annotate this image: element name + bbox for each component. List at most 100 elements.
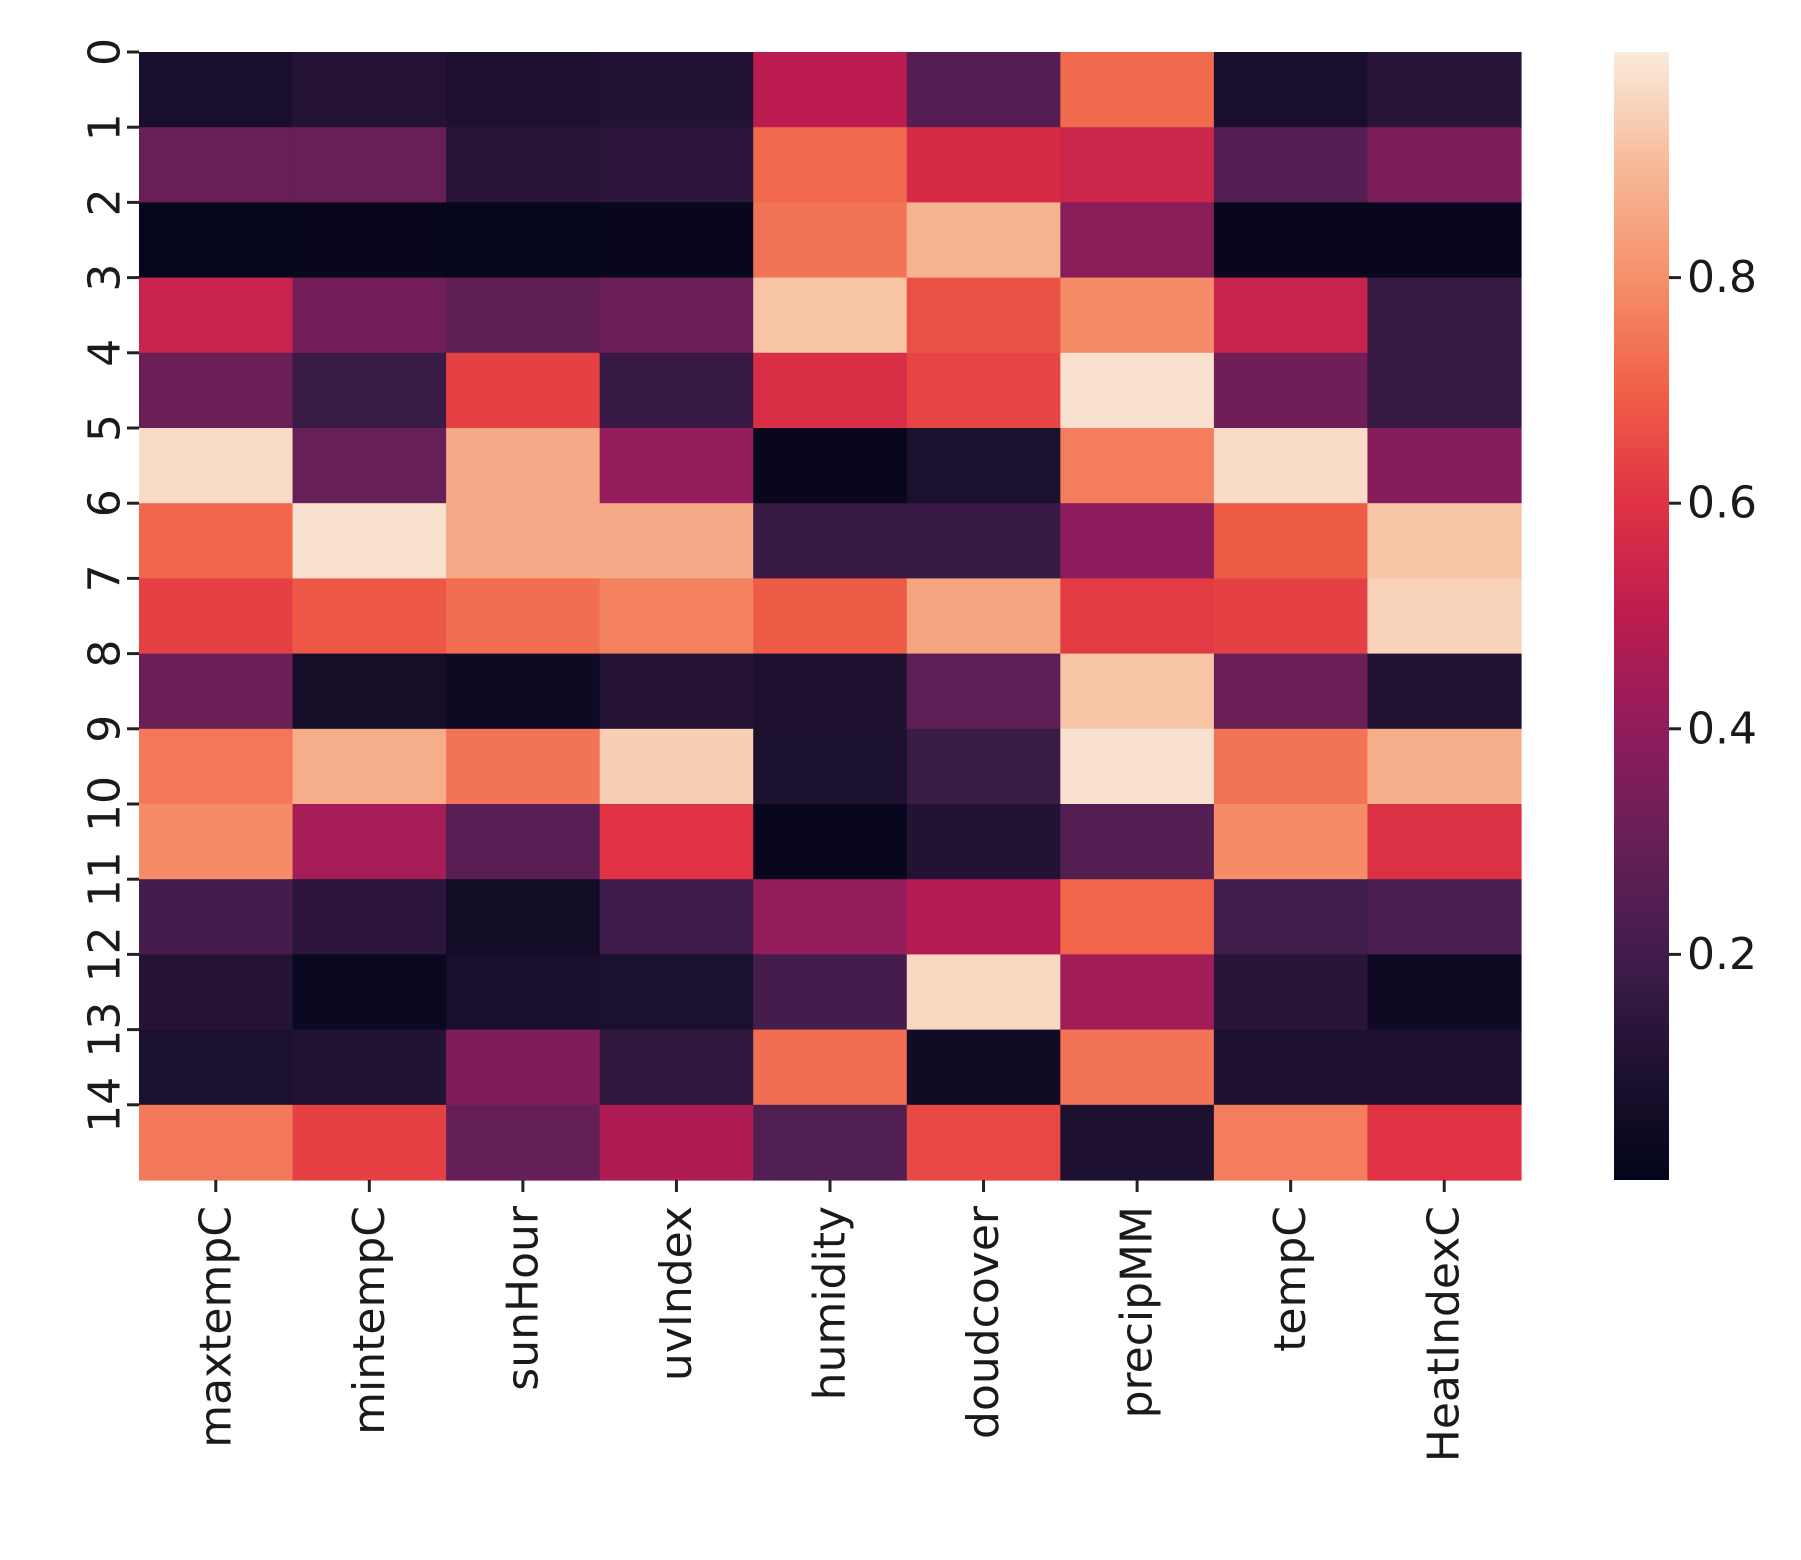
heatmap-cell: [292, 653, 447, 730]
heatmap-cell: [599, 428, 754, 504]
heatmap-cell: [292, 1029, 447, 1106]
heatmap-cell: [1367, 1104, 1522, 1181]
heatmap-cell: [906, 428, 1061, 504]
heatmap-cell: [292, 804, 447, 880]
heatmap-cell: [753, 503, 908, 579]
heatmap-cell: [1060, 954, 1215, 1031]
colorbar-tick-label: 0.8: [1687, 252, 1757, 303]
heatmap-cell: [753, 578, 908, 655]
heatmap-cell: [292, 1104, 447, 1181]
x-tick-label: precipMM: [1112, 1206, 1163, 1418]
heatmap-cell: [906, 804, 1061, 880]
heatmap-cell: [1367, 578, 1522, 655]
heatmap-cell: [906, 954, 1061, 1031]
heatmap-cell: [139, 202, 294, 279]
heatmap-cell: [1213, 1104, 1369, 1181]
heatmap-cell: [1367, 52, 1522, 128]
y-tick-label: 12: [80, 926, 131, 982]
heatmap-cell: [139, 1104, 294, 1181]
heatmap-cell: [599, 804, 754, 880]
heatmap-cell: [1060, 428, 1215, 504]
heatmap-cell: [599, 202, 754, 279]
heatmap-cell: [753, 277, 908, 354]
heatmap-cell: [599, 1104, 754, 1181]
x-tick-label: HeatIndexC: [1419, 1206, 1470, 1462]
heatmap-cell: [1213, 503, 1369, 579]
colorbar-ticks: 0.2 0.4 0.6 0.8: [1669, 252, 1757, 980]
heatmap-cell: [599, 277, 754, 354]
heatmap-cell: [139, 653, 294, 730]
x-tick-label: maxtempC: [190, 1206, 241, 1448]
heatmap-cell: [599, 127, 754, 203]
heatmap-cell: [753, 52, 908, 128]
heatmap-cell: [446, 503, 601, 579]
heatmap-cell: [753, 1029, 908, 1106]
y-tick-label: 0: [80, 38, 131, 66]
heatmap-cell: [753, 428, 908, 504]
heatmap-cell: [446, 1029, 601, 1106]
heatmap-cell: [292, 428, 447, 504]
heatmap-cell: [292, 503, 447, 579]
heatmap-cell: [139, 352, 294, 429]
colorbar-tick-label: 0.2: [1687, 929, 1757, 980]
y-tick-label: 4: [80, 339, 131, 367]
heatmap-cell: [599, 653, 754, 730]
y-tick-label: 9: [80, 715, 131, 743]
heatmap-cell: [446, 954, 601, 1031]
heatmap-cell: [1367, 352, 1522, 429]
heatmap-cell: [599, 1029, 754, 1106]
heatmap-cell: [906, 503, 1061, 579]
heatmap-cell: [1060, 653, 1215, 730]
heatmap-cell: [599, 352, 754, 429]
heatmap-cell: [292, 52, 447, 128]
heatmap-cell: [753, 804, 908, 880]
heatmap-cell: [292, 352, 447, 429]
heatmap-cell: [1060, 879, 1215, 955]
heatmap-cell: [1367, 879, 1522, 955]
heatmap-cell: [1060, 52, 1215, 128]
y-tick-label: 13: [80, 1002, 131, 1058]
heatmap-cell: [1213, 879, 1369, 955]
heatmap-cell: [1060, 804, 1215, 880]
heatmap-cell: [1367, 127, 1522, 203]
heatmap-cell: [1367, 954, 1522, 1031]
heatmap-cell: [1060, 578, 1215, 655]
heatmap-cell: [906, 578, 1061, 655]
colorbar-gradient: [1614, 52, 1669, 1180]
heatmap-cell: [1367, 202, 1522, 279]
heatmap-cell: [753, 352, 908, 429]
heatmap-cell: [1367, 503, 1522, 579]
x-tick-label: sunHour: [497, 1205, 548, 1391]
heatmap-cells: [139, 52, 1522, 1181]
heatmap-cell: [1367, 804, 1522, 880]
y-tick-label: 2: [80, 188, 131, 216]
heatmap-cell: [1213, 127, 1369, 203]
y-tick-label: 1: [80, 113, 131, 141]
heatmap-cell: [1213, 277, 1369, 354]
heatmap-cell: [753, 954, 908, 1031]
heatmap-cell: [292, 127, 447, 203]
heatmap-cell: [139, 578, 294, 655]
y-tick-label: 11: [80, 851, 131, 907]
heatmap-cell: [1213, 578, 1369, 655]
heatmap-cell: [753, 127, 908, 203]
x-tick-label: humidity: [805, 1206, 856, 1400]
y-tick-label: 6: [80, 489, 131, 517]
heatmap-cell: [446, 428, 601, 504]
heatmap-cell: [1060, 127, 1215, 203]
heatmap-cell: [599, 52, 754, 128]
x-tick-label: mintempC: [344, 1206, 395, 1435]
heatmap-cell: [292, 728, 447, 805]
heatmap-cell: [599, 954, 754, 1031]
heatmap-cell: [446, 352, 601, 429]
heatmap-cell: [906, 1029, 1061, 1106]
heatmap-cell: [446, 804, 601, 880]
heatmap-cell: [446, 578, 601, 655]
heatmap-cell: [292, 578, 447, 655]
heatmap-cell: [906, 879, 1061, 955]
heatmap-cell: [446, 1104, 601, 1181]
heatmap-cell: [292, 879, 447, 955]
heatmap-cell: [753, 728, 908, 805]
heatmap-cell: [906, 202, 1061, 279]
